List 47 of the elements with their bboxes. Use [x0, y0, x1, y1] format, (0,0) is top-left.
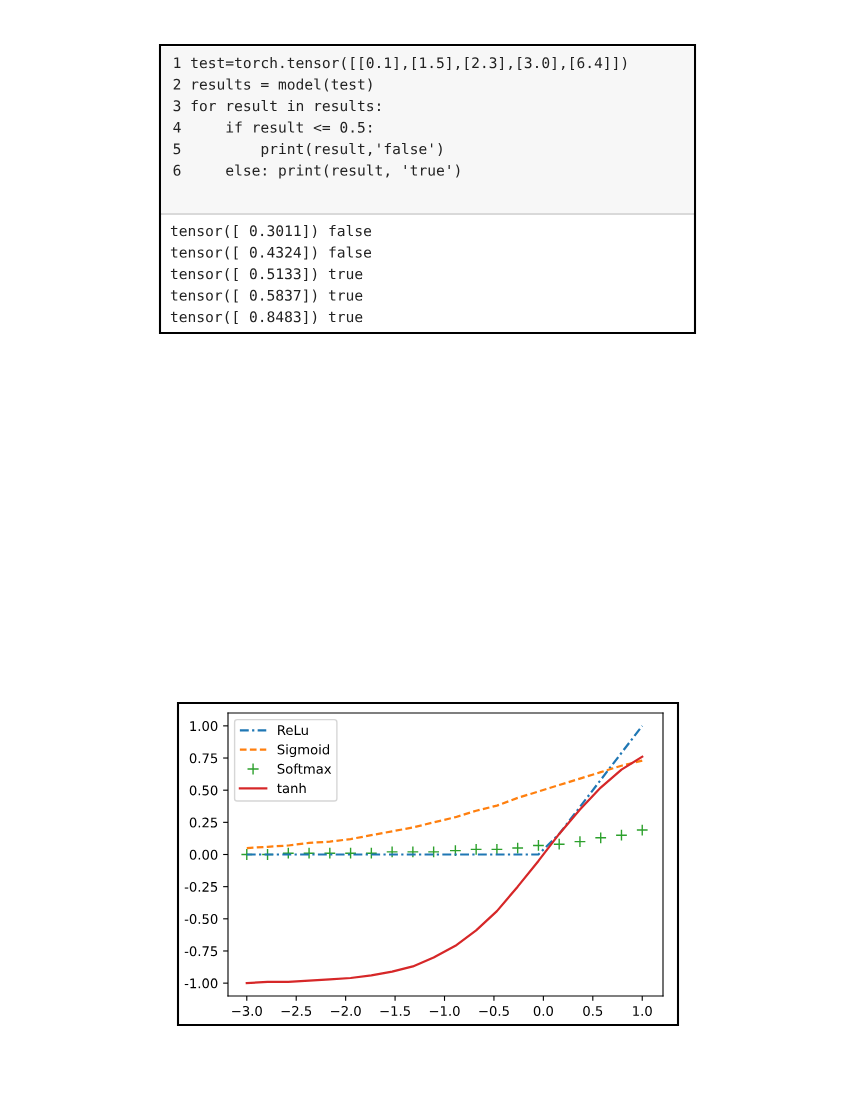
text: tensor([ 0.3011]) false [170, 224, 372, 238]
text: 4 if result <= 0.5: [173, 121, 372, 133]
y-tick-label: 0.00 [189, 849, 218, 860]
x-tick-label: −3.0 [232, 1005, 262, 1016]
line-series [245, 759, 644, 850]
text: tensor([ 0.4324]) false [170, 246, 372, 260]
x-tick-label: 1.0 [633, 1005, 652, 1016]
point [615, 829, 628, 842]
text: tensor([ 0.5837]) true [170, 289, 363, 303]
text: tensor([ 0.8483]) true [170, 310, 363, 324]
legend-label: Sigmoid [277, 744, 329, 758]
legend-label: ReLu [278, 725, 308, 736]
text: 1 test=torch.tensor([[0.1],[1.5],[2.3],[3.0],[6.4]]) [174, 56, 627, 71]
point [532, 839, 545, 852]
point [511, 841, 524, 855]
x-tick-label: −1.5 [380, 1006, 410, 1016]
text: tensor([ 0.5133]) true [170, 267, 363, 281]
y-tick-label: -0.25 [184, 881, 218, 892]
y-tick-label: -0.50 [184, 914, 218, 925]
x-tick-label: −0.5 [479, 1005, 509, 1016]
line-series [245, 755, 644, 985]
y-tick-label: 0.50 [189, 785, 218, 796]
x-tick-label: −2.5 [281, 1005, 312, 1016]
point [470, 843, 483, 856]
legend-label: tanh [277, 782, 306, 794]
point [636, 823, 649, 837]
point [553, 838, 566, 851]
x-tick-label: −1.0 [429, 1005, 460, 1016]
point [594, 831, 607, 844]
text: 6 else: print(result, 'true') [173, 164, 460, 179]
point [386, 845, 399, 859]
y-tick-label: 1.00 [190, 721, 218, 732]
line-series [245, 724, 644, 856]
y-tick-label: -0.75 [184, 946, 218, 957]
y-tick-label: 0.75 [189, 753, 218, 764]
legend-label: Softmax [277, 763, 332, 774]
x-tick-label: −2.0 [331, 1005, 361, 1016]
text: 3 for result in results: [173, 99, 380, 112]
point [573, 835, 587, 848]
y-tick-label: 0.25 [189, 817, 218, 828]
x-tick-label: 0.5 [583, 1005, 603, 1016]
point [406, 845, 419, 859]
text: 5 print(result,'false') [173, 142, 442, 158]
text: 2 results = model(test) [173, 78, 372, 92]
y-tick-label: -1.00 [184, 978, 218, 989]
point [427, 845, 440, 859]
x-tick-label: 0.0 [533, 1005, 553, 1016]
